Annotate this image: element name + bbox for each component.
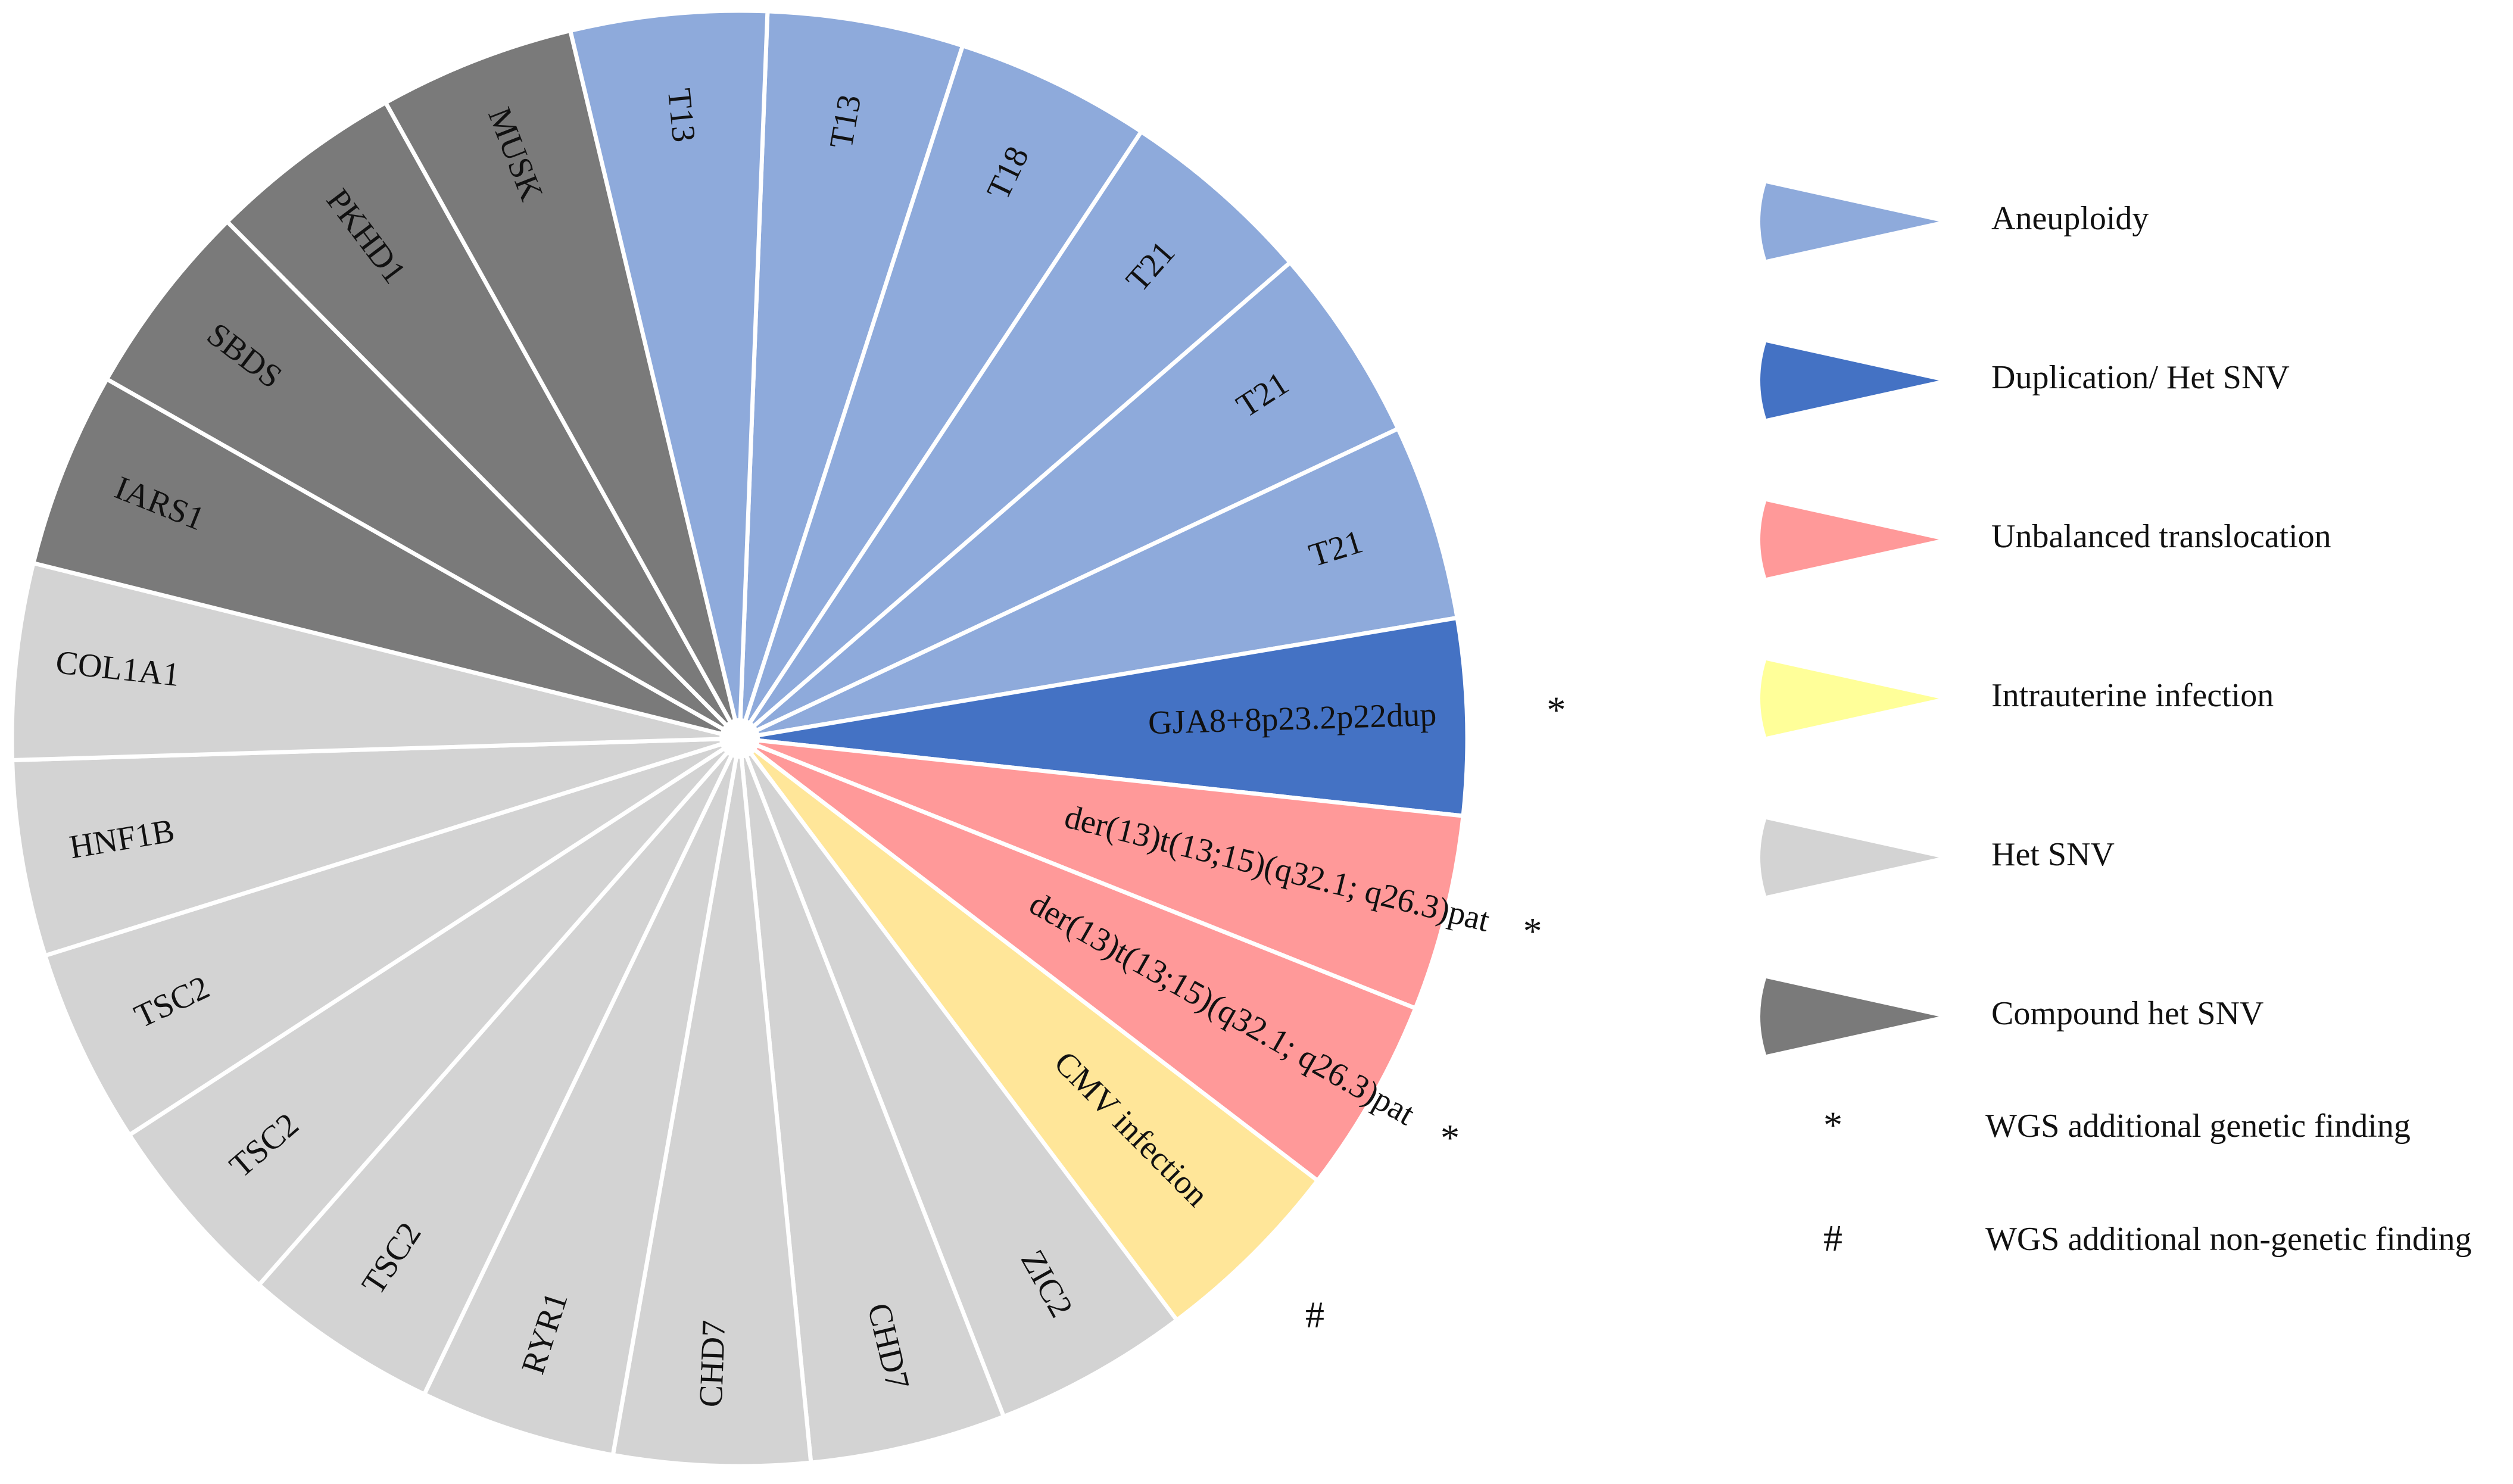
finding-marker: # (1305, 1293, 1324, 1336)
legend-label: Het SNV (1991, 836, 2115, 873)
legend-wedge-icon (1760, 978, 1939, 1055)
pie-slice (127, 736, 742, 1287)
pie-chart: T13T18T21T21T21GJA8+8p23.2p22dupder(13)t… (10, 8, 1494, 1469)
pie-slice (43, 736, 742, 1137)
pie-slice (737, 736, 1418, 1183)
slice-label: T13 (660, 87, 703, 144)
pie-center-hub (719, 718, 760, 759)
legend-note-symbol: * (1823, 1104, 1842, 1146)
legend-wedge-icon (1760, 819, 1939, 896)
pie-slice (737, 615, 1470, 818)
pie-slice (737, 426, 1460, 741)
legend-wedge-icon (1760, 183, 1939, 260)
pie-slice (10, 561, 742, 763)
pie-slice (610, 736, 813, 1469)
pie-slice (737, 9, 965, 741)
pie-slice (422, 736, 742, 1457)
slice-label: CHD7 (693, 1320, 733, 1408)
pie-slice (737, 736, 1320, 1323)
legend-note-label: WGS additional genetic finding (1985, 1108, 2411, 1145)
pie-slice (737, 129, 1292, 741)
pie-slice (737, 260, 1401, 741)
slice-label: T13 (822, 92, 868, 151)
legend-label: Intrauterine infection (1991, 677, 2274, 714)
pie-slice (737, 43, 1144, 741)
legend-wedge-icon (1760, 660, 1939, 737)
legend-label: Compound het SNV (1991, 995, 2263, 1032)
pie-slice (737, 736, 1179, 1419)
pie-slice (225, 100, 742, 741)
pie-slice (737, 736, 1466, 1011)
finding-marker: * (1523, 910, 1542, 952)
legend: Aneuploidy Duplication/ Het SNV Unbalanced… (1760, 183, 2471, 1259)
pie-slice (384, 29, 742, 741)
finding-marker: * (1441, 1117, 1460, 1159)
legend-wedge-icon (1760, 342, 1939, 419)
legend-label: Duplication/ Het SNV (1991, 359, 2290, 396)
legend-note-label: WGS additional non-genetic finding (1985, 1221, 2471, 1258)
legend-wedge-icon (1760, 501, 1939, 578)
pie-slice (568, 8, 770, 741)
pie-slice (10, 736, 742, 958)
pie-slice (737, 736, 1006, 1465)
legend-label: Unbalanced translocation (1991, 518, 2331, 555)
slice-label: GJA8+8p23.2p22dup (1148, 696, 1437, 741)
pie-slice (257, 736, 742, 1396)
legend-label: Aneuploidy (1991, 200, 2149, 237)
finding-marker: * (1547, 689, 1566, 731)
legend-note-symbol: # (1823, 1217, 1842, 1259)
pie-slice (31, 377, 742, 741)
pie-slice (104, 219, 742, 741)
finding-markers: * * * # (1305, 689, 1566, 1336)
